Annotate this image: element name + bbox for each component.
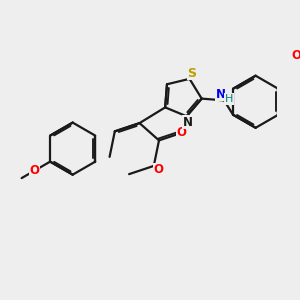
Text: N: N — [216, 88, 226, 101]
Text: S: S — [188, 67, 196, 80]
Text: O: O — [153, 164, 163, 176]
Text: H: H — [225, 94, 233, 104]
Text: N: N — [183, 116, 193, 129]
Text: O: O — [291, 49, 300, 62]
Text: O: O — [176, 126, 186, 140]
Text: O: O — [30, 164, 40, 177]
